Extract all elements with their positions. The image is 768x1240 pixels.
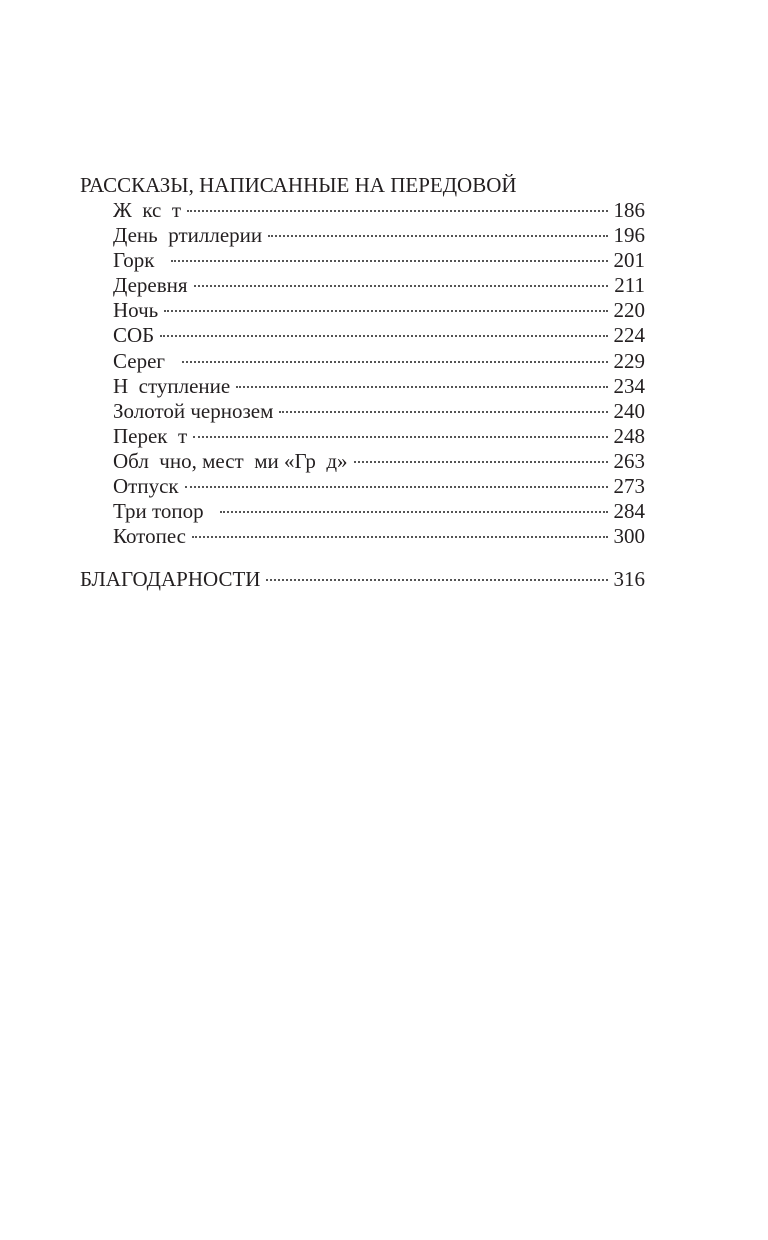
dot-leader xyxy=(187,210,608,212)
entries-list: Ж кс т 186 День ртиллерии 196 Горк 201 Деревн… xyxy=(80,198,645,549)
toc-entry[interactable]: День ртиллерии 196 xyxy=(80,223,645,248)
entry-page: 316 xyxy=(613,567,646,592)
toc-entry[interactable]: Ночь 220 xyxy=(80,298,645,323)
dot-leader xyxy=(279,410,608,413)
toc-entry[interactable]: Деревня 211 xyxy=(80,273,645,298)
entry-page: 300 xyxy=(613,524,646,549)
entry-page: 273 xyxy=(613,474,646,499)
toc-entry[interactable]: Н ступление 234 xyxy=(80,374,645,399)
entry-title: Горк xyxy=(113,248,165,273)
dot-leader xyxy=(193,285,609,288)
entry-page: 220 xyxy=(613,298,646,323)
entry-title: СОБ xyxy=(113,323,155,348)
dot-leader xyxy=(192,536,608,539)
entry-title: Ночь xyxy=(113,298,159,323)
dot-leader xyxy=(164,310,608,313)
entry-title: День ртиллерии xyxy=(113,223,263,248)
entry-title: Обл чно, мест ми «Гр д» xyxy=(113,448,348,473)
toc-entry[interactable]: Три топор 284 xyxy=(80,499,645,524)
toc-entry[interactable]: Золотой чернозем 240 xyxy=(80,399,645,424)
dot-leader xyxy=(353,460,608,463)
entry-page: 240 xyxy=(613,398,646,423)
entry-page: 263 xyxy=(613,448,646,473)
dot-leader xyxy=(236,385,608,388)
dot-leader xyxy=(184,486,608,489)
entry-title: Деревня xyxy=(113,273,188,298)
entry-title: Н ступление xyxy=(113,373,231,398)
toc-entry-acknowledgements[interactable]: БЛАГОДАРНОСТИ 316 xyxy=(80,567,645,592)
dot-leader xyxy=(181,360,608,363)
entry-title: Котопес xyxy=(113,524,186,549)
toc-entry[interactable]: Обл чно, мест ми «Гр д» 263 xyxy=(80,449,645,474)
dot-leader xyxy=(268,235,608,238)
toc-entry[interactable]: СОБ 224 xyxy=(80,323,645,348)
entry-title: Три топор xyxy=(113,499,215,524)
entry-title: Золотой чернозем xyxy=(113,398,274,423)
toc-entry[interactable]: Серег 229 xyxy=(80,349,645,374)
entry-page: 201 xyxy=(613,248,646,273)
dot-leader xyxy=(160,335,608,338)
entry-title: Серег xyxy=(113,348,176,373)
entry-page: 196 xyxy=(613,223,646,248)
toc-entry[interactable]: Ж кс т 186 xyxy=(80,198,645,223)
toc-entry[interactable]: Котопес 300 xyxy=(80,524,645,549)
dot-leader xyxy=(171,260,608,263)
section-title: РАССКАЗЫ, НАПИСАННЫЕ НА ПЕРЕДОВОЙ xyxy=(80,173,517,197)
entry-title: БЛАГОДАРНОСТИ xyxy=(80,567,261,592)
entry-page: 229 xyxy=(613,348,646,373)
entry-page: 234 xyxy=(613,373,646,398)
toc-entry[interactable]: Горк 201 xyxy=(80,248,645,273)
entry-title: Перек т xyxy=(113,423,188,448)
dot-leader xyxy=(193,435,608,438)
toc-entry[interactable]: Перек т 248 xyxy=(80,424,645,449)
entry-page: 211 xyxy=(614,273,645,298)
entry-title: Отпуск xyxy=(113,474,179,499)
entry-title: Ж кс т xyxy=(113,198,181,222)
entry-page: 224 xyxy=(613,323,646,348)
dot-leader xyxy=(220,511,608,514)
toc-entry[interactable]: Отпуск 273 xyxy=(80,474,645,499)
entry-page: 186 xyxy=(613,198,646,222)
dot-leader xyxy=(266,579,608,582)
entry-page: 284 xyxy=(613,499,646,524)
entry-page: 248 xyxy=(613,423,646,448)
table-of-contents: РАССКАЗЫ, НАПИСАННЫЕ НА ПЕРЕДОВОЙ Ж кс т… xyxy=(80,172,645,592)
